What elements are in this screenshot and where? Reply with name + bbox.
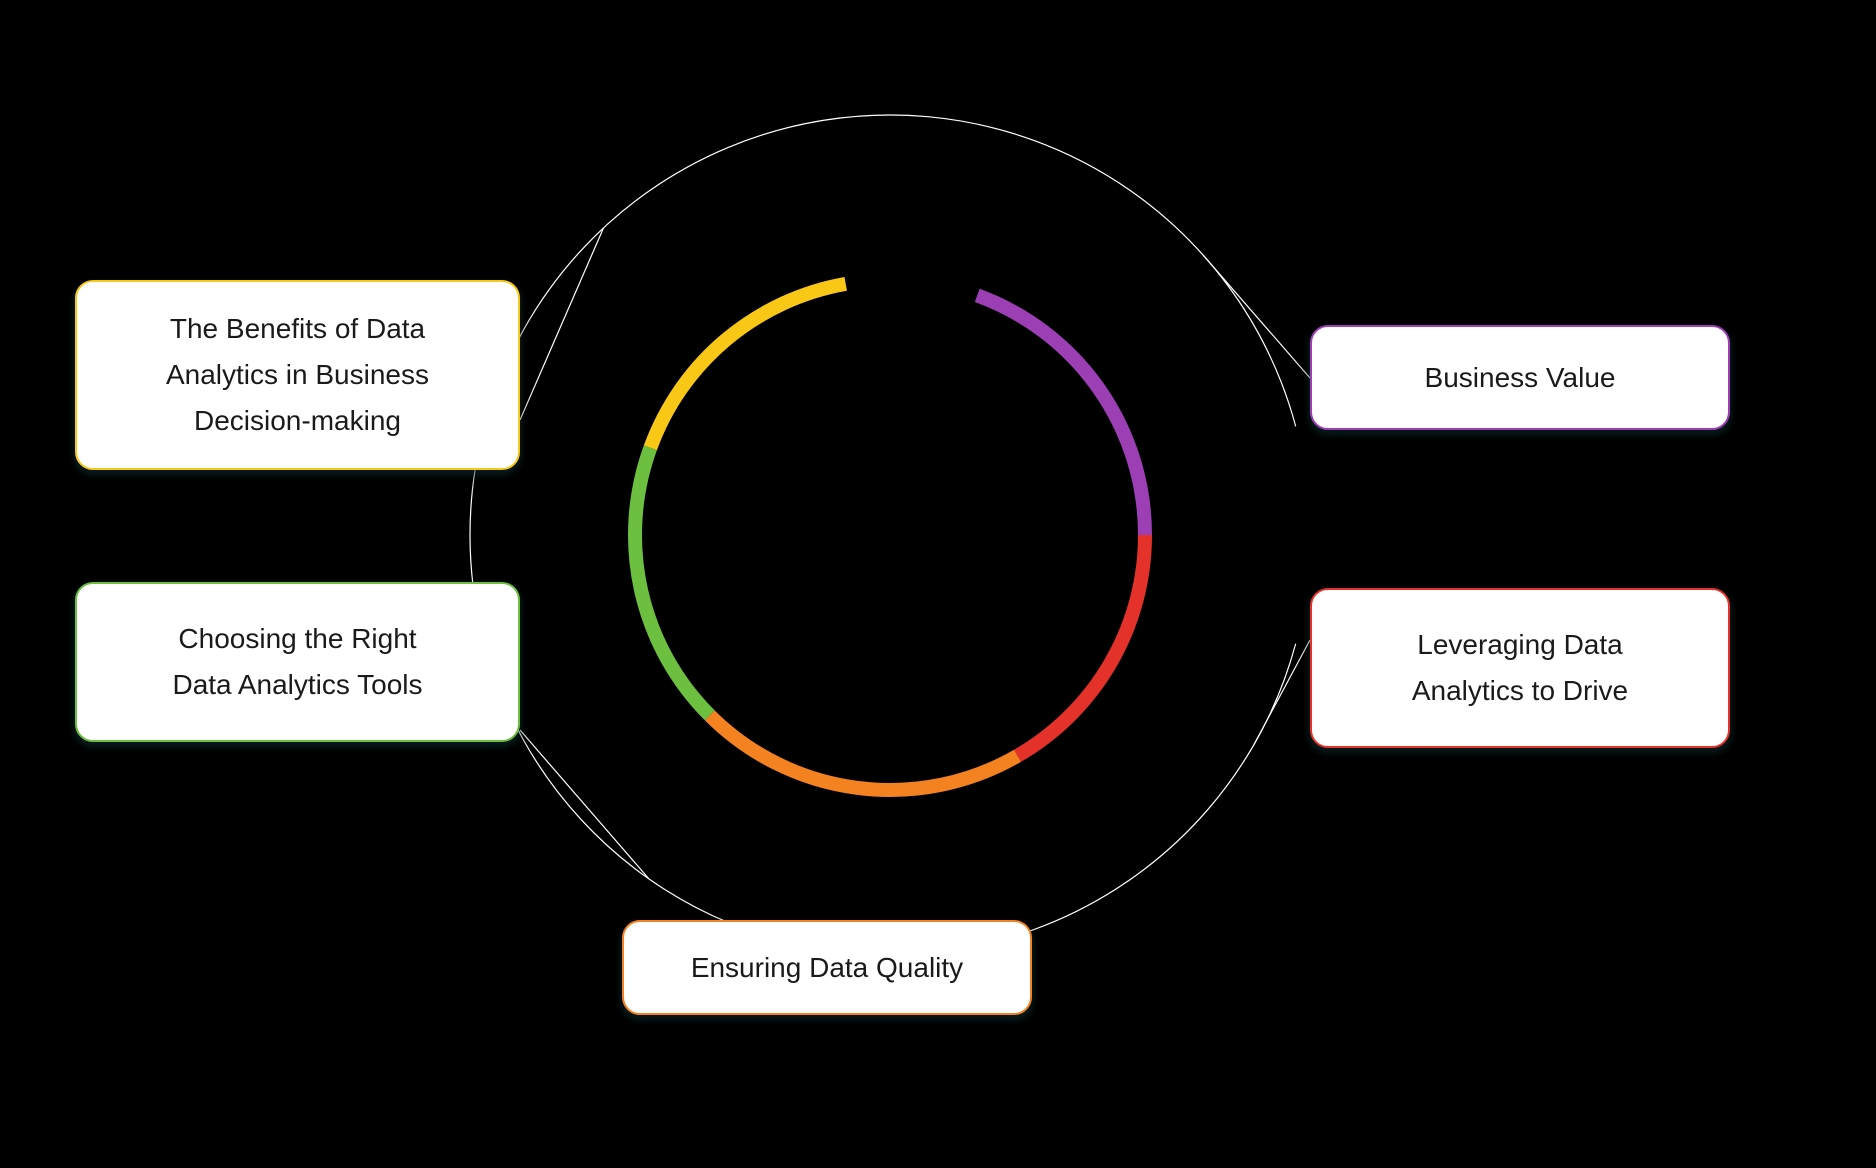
card-value: Business Value xyxy=(1310,325,1730,430)
inner-ring-segment-purple xyxy=(977,295,1145,535)
diagram-stage: The Benefits of Data Analytics in Busine… xyxy=(0,0,1876,1168)
connector-tools xyxy=(520,730,649,879)
outer-ring xyxy=(470,115,1296,955)
inner-ring-segment-yellow xyxy=(650,284,845,448)
inner-ring-segment-red xyxy=(1018,535,1146,756)
card-label-benefits: The Benefits of Data Analytics in Busine… xyxy=(166,306,429,444)
connector-leveraging xyxy=(1254,640,1310,745)
connector-value xyxy=(1202,254,1310,378)
card-tools: Choosing the Right Data Analytics Tools xyxy=(75,582,520,742)
card-label-leveraging: Leveraging Data Analytics to Drive xyxy=(1412,622,1628,714)
inner-ring-segment-green xyxy=(635,448,710,716)
card-benefits: The Benefits of Data Analytics in Busine… xyxy=(75,280,520,470)
connector-benefits xyxy=(520,228,604,420)
card-label-value: Business Value xyxy=(1425,355,1616,401)
card-label-quality: Ensuring Data Quality xyxy=(691,945,963,991)
card-leveraging: Leveraging Data Analytics to Drive xyxy=(1310,588,1730,748)
inner-ring-segment-orange xyxy=(710,715,1018,790)
card-quality: Ensuring Data Quality xyxy=(622,920,1032,1015)
card-label-tools: Choosing the Right Data Analytics Tools xyxy=(172,616,422,708)
